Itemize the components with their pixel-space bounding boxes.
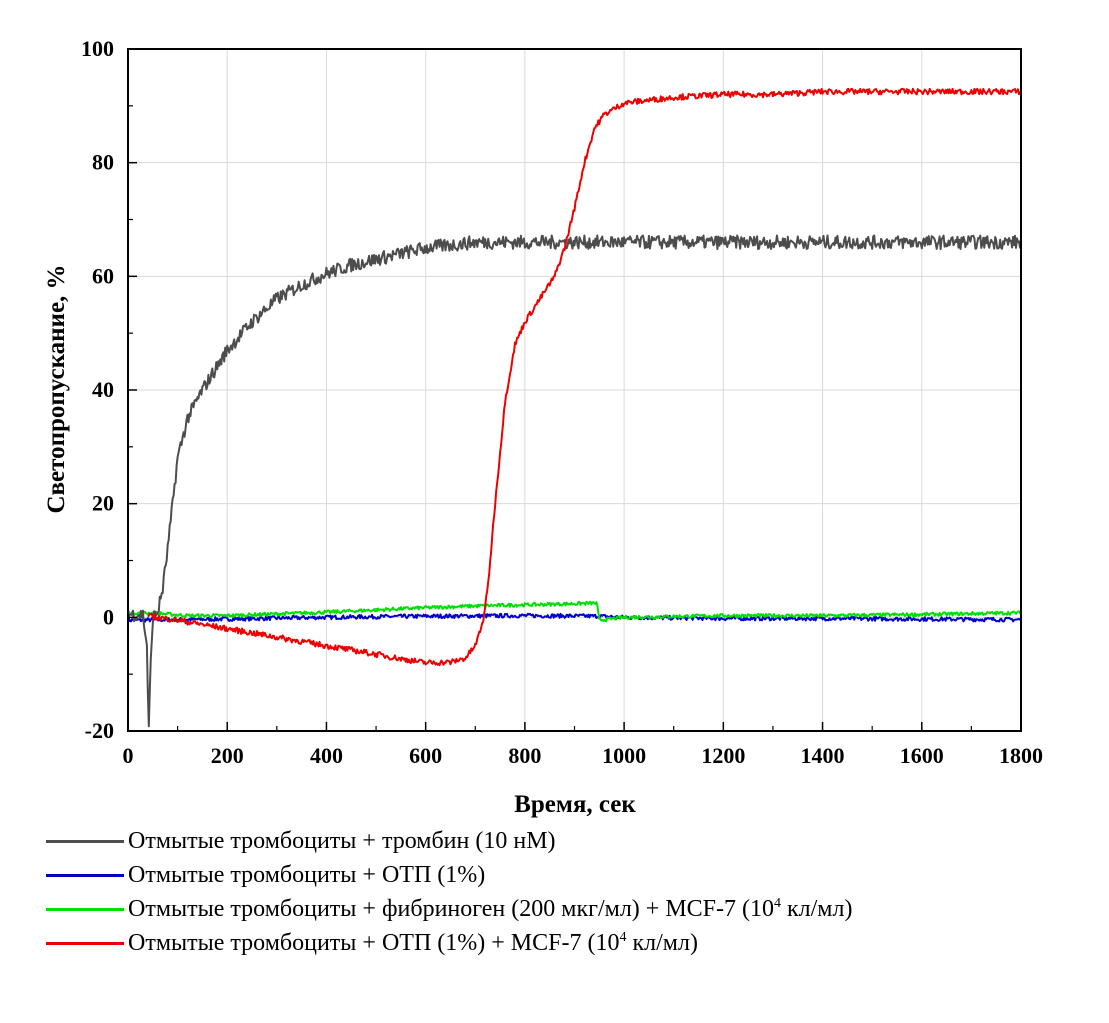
series-layer bbox=[127, 87, 1022, 728]
y-tick-label: 100 bbox=[81, 36, 114, 61]
grid-lines bbox=[128, 49, 1021, 731]
y-tick-label: 0 bbox=[103, 604, 114, 629]
x-tick-label: 800 bbox=[508, 743, 541, 768]
legend-label-otp-mcf7-sup: 4 bbox=[619, 929, 627, 945]
y-tick-label: -20 bbox=[85, 718, 114, 743]
y-axis-title: Светопропускание, % bbox=[43, 264, 70, 513]
y-tick-labels: -20 0 20 40 60 80 100 bbox=[81, 36, 114, 743]
x-tick-label: 400 bbox=[310, 743, 343, 768]
legend: Отмытые тромбоциты + тромбин (10 нМ) Отм… bbox=[46, 824, 852, 960]
x-axis-title: Время, сек bbox=[514, 791, 636, 818]
x-tick-label: 1800 bbox=[999, 743, 1043, 768]
legend-item-otp-mcf7: Отмытые тромбоциты + ОТП (1%) + MCF-7 (1… bbox=[46, 926, 852, 960]
x-tick-label: 1000 bbox=[602, 743, 646, 768]
axis-ticks bbox=[127, 48, 1022, 732]
x-tick-label: 1600 bbox=[900, 743, 944, 768]
legend-label-otp: Отмытые тромбоциты + ОТП (1%) bbox=[128, 861, 486, 888]
legend-label-otp-mcf7-tail: кл/мл) bbox=[626, 929, 698, 956]
legend-label-otp-mcf7: Отмытые тромбоциты + ОТП (1%) + MCF-7 (1… bbox=[128, 930, 698, 957]
x-tick-label: 200 bbox=[211, 743, 244, 768]
legend-label-otp-mcf7-main: Отмытые тромбоциты + ОТП (1%) + MCF-7 (1… bbox=[128, 929, 620, 956]
legend-swatch-thrombin bbox=[46, 839, 124, 843]
x-tick-label: 0 bbox=[123, 743, 134, 768]
y-tick-label: 60 bbox=[92, 263, 114, 288]
series-line-otp-mcf7 bbox=[147, 87, 1022, 667]
x-tick-label: 600 bbox=[409, 743, 442, 768]
series-line-thrombin bbox=[127, 234, 1022, 728]
series-line-otp bbox=[127, 612, 1022, 623]
chart: 0 200 400 600 800 1000 1200 1400 1600 1800 -20 0 20… bbox=[43, 36, 1044, 818]
y-tick-label: 20 bbox=[92, 491, 114, 516]
legend-swatch-otp-mcf7 bbox=[46, 941, 124, 945]
series-line-fibrinogen-mcf7 bbox=[127, 600, 1022, 623]
legend-label-fibrinogen-mcf7-tail: кл/мл) bbox=[781, 895, 853, 922]
legend-label-fibrinogen-mcf7: Отмытые тромбоциты + фибриноген (200 мкг… bbox=[128, 896, 852, 923]
y-tick-label: 40 bbox=[92, 377, 114, 402]
x-tick-labels: 0 200 400 600 800 1000 1200 1400 1600 1800 bbox=[123, 743, 1044, 768]
legend-item-otp: Отмытые тромбоциты + ОТП (1%) bbox=[46, 858, 852, 892]
y-tick-label: 80 bbox=[92, 150, 114, 175]
legend-item-thrombin: Отмытые тромбоциты + тромбин (10 нМ) bbox=[46, 824, 852, 858]
legend-label-fibrinogen-mcf7-sup: 4 bbox=[774, 895, 781, 911]
legend-swatch-otp bbox=[46, 873, 124, 877]
x-tick-label: 1200 bbox=[701, 743, 745, 768]
x-tick-label: 1400 bbox=[801, 743, 845, 768]
legend-label-thrombin: Отмытые тромбоциты + тромбин (10 нМ) bbox=[128, 827, 556, 854]
legend-label-fibrinogen-mcf7-main: Отмытые тромбоциты + фибриноген (200 мкг… bbox=[128, 895, 774, 922]
legend-item-fibrinogen-mcf7: Отмытые тромбоциты + фибриноген (200 мкг… bbox=[46, 892, 852, 926]
legend-swatch-fibrinogen-mcf7 bbox=[46, 907, 124, 911]
